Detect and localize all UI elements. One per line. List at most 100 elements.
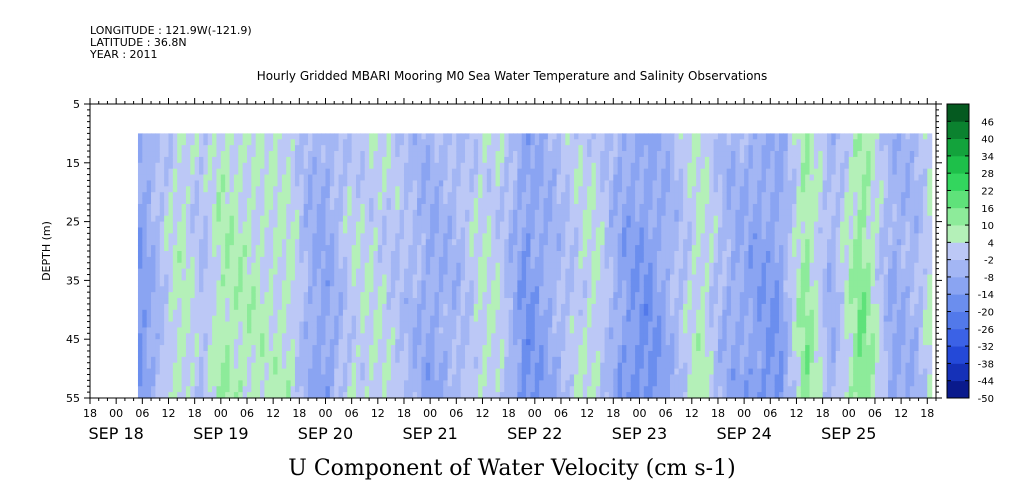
heatmap-cell: [172, 321, 178, 329]
heatmap-cell: [155, 162, 161, 170]
heatmap-cell: [513, 198, 518, 205]
heatmap-cell: [447, 339, 453, 346]
heatmap-cell: [456, 209, 462, 217]
heatmap-cell: [539, 198, 545, 205]
heatmap-cell: [438, 215, 444, 223]
heatmap-cell: [591, 333, 597, 340]
heatmap-cell: [190, 309, 196, 317]
heatmap-cell: [181, 203, 187, 211]
heatmap-cell: [460, 362, 466, 370]
heatmap-cell: [351, 350, 357, 358]
heatmap-cell: [207, 392, 213, 399]
heatmap-cell: [360, 368, 366, 376]
heatmap-cell: [600, 209, 606, 217]
heatmap-cell: [591, 203, 597, 211]
heatmap-cell: [155, 186, 161, 193]
heatmap-cell: [521, 339, 527, 346]
heatmap-cell: [325, 239, 331, 246]
heatmap-cell: [530, 256, 536, 264]
heatmap-cell: [390, 168, 396, 176]
heatmap-cell: [556, 333, 562, 340]
heatmap-cell: [517, 251, 523, 258]
heatmap-cell: [168, 192, 174, 199]
heatmap-cell: [608, 298, 614, 305]
heatmap-cell: [216, 156, 222, 164]
heatmap-cell: [438, 280, 444, 287]
heatmap-cell: [347, 333, 353, 340]
heatmap-cell: [595, 333, 601, 340]
heatmap-cell: [260, 251, 266, 258]
heatmap-cell: [386, 333, 392, 340]
heatmap-cell: [351, 280, 357, 287]
heatmap-cell: [255, 145, 261, 152]
heatmap-cell: [264, 192, 270, 199]
heatmap-cell: [299, 180, 305, 187]
heatmap-cell: [142, 392, 148, 399]
heatmap-cell: [595, 321, 601, 329]
heatmap-cell: [203, 151, 209, 158]
heatmap-cell: [560, 350, 566, 358]
heatmap-cell: [403, 321, 409, 329]
heatmap-cell: [216, 192, 222, 199]
heatmap-cell: [499, 262, 505, 270]
heatmap-cell: [334, 192, 340, 199]
heatmap-cell: [491, 256, 497, 264]
heatmap-cell: [434, 180, 440, 187]
heatmap-cell: [286, 227, 292, 234]
heatmap-cell: [290, 168, 296, 176]
heatmap-cell: [207, 303, 213, 311]
heatmap-cell: [199, 380, 204, 387]
heatmap-cell: [534, 327, 540, 334]
heatmap-cell: [151, 339, 157, 346]
heatmap-cell: [281, 180, 287, 187]
heatmap-cell: [268, 186, 274, 193]
heatmap-cell: [329, 203, 335, 211]
heatmap-cell: [329, 380, 335, 387]
heatmap-cell: [146, 227, 152, 234]
heatmap-cell: [377, 362, 383, 370]
heatmap-cell: [373, 321, 379, 329]
heatmap-cell: [334, 368, 340, 376]
heatmap-cell: [329, 233, 335, 240]
heatmap-cell: [412, 198, 418, 205]
heatmap-cell: [517, 186, 523, 193]
heatmap-cell: [172, 239, 178, 246]
heatmap-cell: [517, 315, 523, 323]
heatmap-cell: [260, 345, 266, 352]
heatmap-cell: [164, 221, 170, 229]
heatmap-cell: [604, 374, 610, 381]
heatmap-cell: [181, 233, 187, 240]
heatmap-cell: [242, 139, 248, 146]
heatmap-cell: [203, 280, 209, 287]
heatmap-cell: [290, 339, 296, 346]
heatmap-cell: [347, 292, 353, 299]
heatmap-cell: [185, 380, 191, 387]
heatmap-cell: [146, 156, 152, 164]
heatmap-cell: [513, 309, 518, 317]
heatmap-cell: [155, 345, 161, 352]
heatmap-cell: [591, 286, 597, 293]
heatmap-cell: [530, 339, 536, 346]
heatmap-cell: [582, 339, 588, 346]
heatmap-cell: [617, 227, 623, 234]
heatmap-cell: [543, 350, 549, 358]
heatmap-cell: [495, 292, 501, 299]
heatmap-cell: [338, 362, 344, 370]
heatmap-cell: [251, 350, 257, 358]
heatmap-cell: [491, 374, 497, 381]
heatmap-cell: [478, 345, 484, 352]
heatmap-cell: [438, 251, 444, 258]
heatmap-cell: [225, 227, 231, 234]
heatmap-cell: [469, 227, 475, 234]
heatmap-cell: [613, 133, 619, 140]
heatmap-cell: [281, 151, 287, 158]
heatmap-cell: [451, 345, 457, 352]
heatmap-cell: [399, 356, 405, 364]
heatmap-cell: [159, 286, 165, 293]
heatmap-cell: [246, 374, 252, 381]
heatmap-cell: [364, 315, 370, 323]
heatmap-cell: [190, 345, 196, 352]
heatmap-cell: [286, 380, 292, 387]
heatmap-cell: [325, 303, 331, 311]
heatmap-cell: [268, 256, 274, 264]
